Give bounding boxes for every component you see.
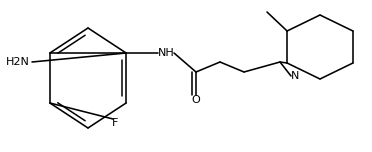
Text: H2N: H2N	[6, 57, 30, 67]
Text: NH: NH	[158, 48, 174, 58]
Text: N: N	[291, 71, 299, 81]
Text: O: O	[192, 95, 201, 105]
Text: F: F	[112, 118, 118, 128]
